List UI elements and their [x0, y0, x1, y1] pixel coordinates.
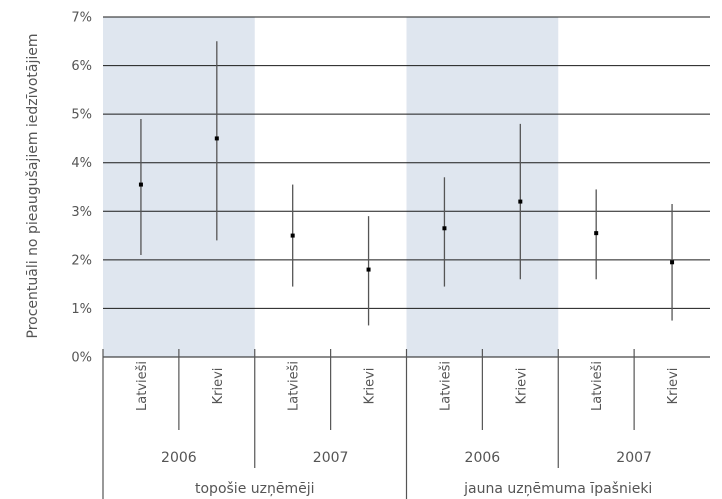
x-axis: Latvieši Krievi Latvieši Krievi Latvieši Krie… [102, 349, 681, 499]
point-marker-0-0-0 [138, 182, 143, 187]
y-tick-label: 6% [71, 59, 92, 74]
point-marker-0-0-1 [214, 136, 219, 141]
point-marker-1-0-1 [518, 199, 523, 204]
y-tick-label: 7% [71, 11, 92, 26]
y-tick-label: 4% [71, 156, 92, 171]
point-marker-0-1-0 [290, 233, 295, 238]
y-axis-label: Procentuāli no pieaugušajiem iedzīvotāji… [25, 34, 41, 339]
point-marker-1-1-0 [594, 231, 599, 236]
category-label: Krievi [666, 368, 681, 405]
point-marker-0-1-1 [366, 267, 371, 272]
y-tick-label: 3% [71, 205, 92, 220]
category-label: Latvieši [590, 361, 605, 411]
year-label: 2006 [465, 450, 501, 466]
shaded-band-1-0 [406, 17, 559, 357]
gridlines [103, 16, 710, 358]
year-label: 2007 [616, 450, 652, 466]
y-tick-label: 1% [71, 302, 92, 317]
category-label: Latvieši [135, 361, 150, 411]
y-tick-label: 0% [71, 351, 92, 366]
group-label: jauna uzņēmuma īpašnieki [463, 481, 652, 497]
point-markers [138, 136, 675, 272]
category-label: Krievi [211, 368, 226, 405]
group-label: topošie uzņēmēji [195, 481, 315, 497]
year-label: 2007 [313, 450, 349, 466]
point-marker-1-1-1 [670, 260, 675, 265]
point-marker-1-0-0 [442, 226, 447, 231]
y-tick-label: 5% [71, 108, 92, 123]
shaded-band-0-0 [103, 17, 255, 357]
category-label: Latvieši [287, 361, 302, 411]
y-tick-labels: 0% 1% 2% 3% 4% 5% 6% 7% [71, 11, 92, 366]
category-label: Krievi [514, 368, 529, 405]
year-label: 2006 [161, 450, 197, 466]
y-tick-label: 2% [71, 253, 92, 268]
shaded-bands [103, 17, 559, 357]
category-label: Latvieši [438, 361, 453, 411]
category-label: Krievi [363, 368, 378, 405]
